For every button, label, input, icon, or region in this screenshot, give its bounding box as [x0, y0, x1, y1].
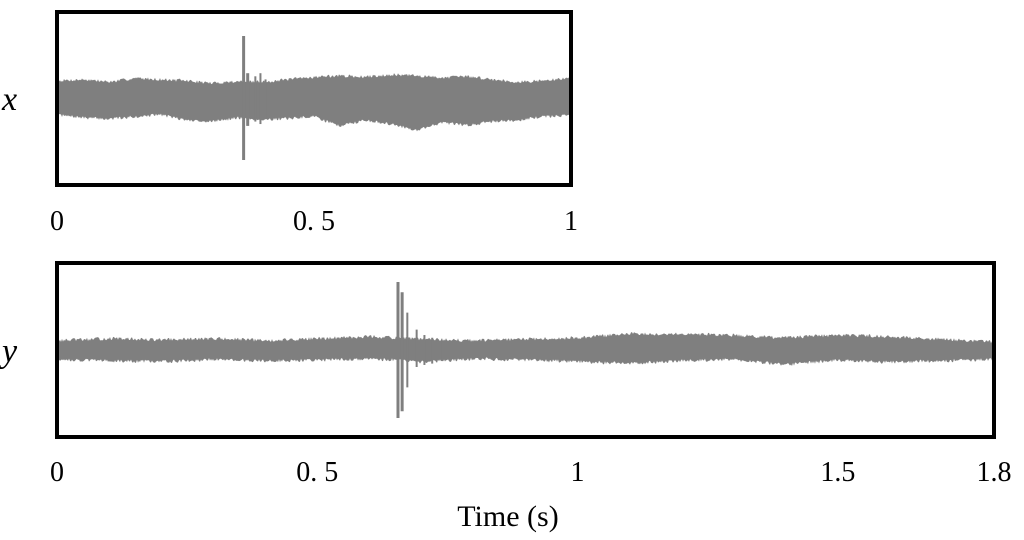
- x-axis-ticks-y: 0 0. 5 1 1.5 1.8: [50, 457, 1012, 488]
- x-tick-label: 1: [564, 206, 578, 237]
- x-tick-label: 1.5: [820, 457, 855, 488]
- series-label-x: x: [1, 81, 17, 118]
- x-tick-label: 1.8: [977, 457, 1012, 488]
- plot-frame-x: [55, 10, 573, 187]
- x-tick-label: 0: [50, 206, 64, 237]
- x-tick-label: 0. 5: [296, 457, 338, 488]
- series-label-y: y: [0, 333, 18, 370]
- x-tick-label: 0. 5: [293, 206, 335, 237]
- waveform-x: [59, 36, 569, 160]
- signal-envelope: [59, 332, 992, 366]
- x-axis-ticks-x: 0 0. 5 1: [50, 206, 578, 237]
- waveform-y: [59, 282, 992, 418]
- signal-envelope: [59, 73, 569, 132]
- x-tick-label: 0: [50, 457, 64, 488]
- panel-x: x 0 0. 5 1: [1, 10, 578, 237]
- x-tick-label: 1: [571, 457, 585, 488]
- panel-y: y 0 0. 5 1 1.5 1.8 Time (s): [0, 261, 1012, 533]
- plot-frame-y: [55, 261, 996, 439]
- x-axis-title: Time (s): [457, 500, 558, 533]
